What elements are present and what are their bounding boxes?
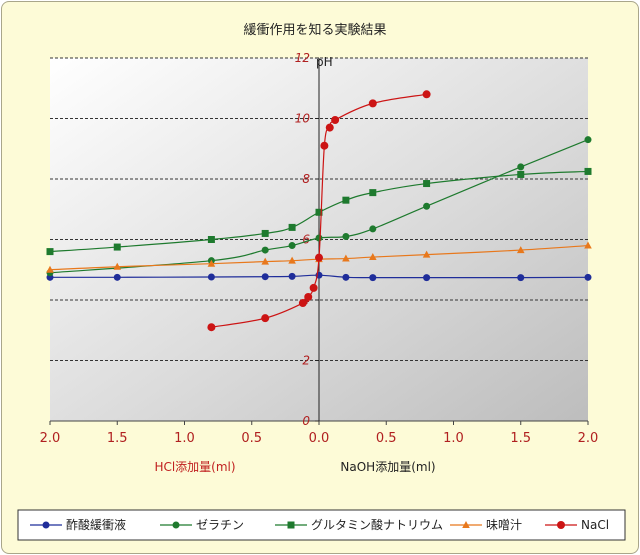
data-point <box>172 521 180 529</box>
data-point <box>320 141 329 150</box>
x-axis-label-hcl: HCl添加量(ml) <box>154 460 235 474</box>
legend-label: 酢酸緩衝液 <box>66 517 126 532</box>
series-2 <box>46 167 592 256</box>
x-tick-label: 0.5 <box>376 431 397 446</box>
legend <box>17 509 626 541</box>
data-point <box>342 254 350 262</box>
data-point <box>462 521 470 528</box>
data-point <box>309 283 318 292</box>
data-point <box>584 241 592 249</box>
y-tick-label: 8 <box>302 172 310 186</box>
data-point <box>422 250 431 258</box>
data-point <box>113 273 121 281</box>
data-point <box>517 163 525 171</box>
data-point <box>287 521 295 529</box>
data-point <box>261 246 269 254</box>
x-tick-label: 1.5 <box>510 431 531 446</box>
x-tick-label: 1.5 <box>107 431 128 446</box>
data-point <box>369 225 377 233</box>
data-point <box>423 274 431 282</box>
data-point <box>261 257 269 265</box>
data-point <box>423 202 431 210</box>
data-point <box>331 116 340 125</box>
legend-label: グルタミン酸ナトリウム <box>311 517 443 532</box>
y-tick-label: 2 <box>302 354 310 368</box>
y-tick-label: 0 <box>302 414 310 428</box>
data-point <box>422 90 431 99</box>
data-point <box>517 170 525 178</box>
legend-item: グルタミン酸ナトリウム <box>275 517 443 532</box>
data-point <box>207 259 216 267</box>
legend-item: 酢酸緩衝液 <box>30 517 126 532</box>
data-point <box>368 99 377 108</box>
legend-label: ゼラチン <box>196 518 244 532</box>
y-tick-label: 12 <box>295 51 310 65</box>
data-point <box>557 521 565 529</box>
data-point <box>261 229 269 237</box>
y-axis-label: pH <box>316 55 333 69</box>
legend-label: 味噌汁 <box>486 518 522 532</box>
data-point <box>46 265 54 273</box>
data-point <box>369 189 377 197</box>
data-point <box>261 314 270 323</box>
legend-item: NaCl <box>545 518 609 532</box>
data-point <box>584 136 592 144</box>
data-point <box>113 243 121 251</box>
y-tick-label: 6 <box>302 233 310 247</box>
x-tick-labels: 2.0 1.5 1.0 0.5 0.0 0.5 1.0 1.5 2.0 <box>40 431 599 446</box>
legend-items: 酢酸緩衝液 ゼラチン グルタミン酸ナトリウム 味噌汁 NaCl <box>30 517 609 532</box>
data-point <box>517 274 525 282</box>
data-point <box>113 262 122 270</box>
x-tick-label: 1.0 <box>443 431 464 446</box>
series-line <box>49 139 589 274</box>
chart-title: 緩衝作用を知る実験結果 <box>243 22 386 38</box>
data-point <box>584 273 592 281</box>
x-axis-label-naoh: NaOH添加量(ml) <box>340 460 435 474</box>
series-1 <box>46 136 592 277</box>
data-point <box>369 253 377 261</box>
data-point <box>288 242 296 250</box>
data-point <box>584 167 592 175</box>
data-point <box>315 253 323 262</box>
x-tick-label: 2.0 <box>578 431 599 446</box>
data-point <box>342 196 350 204</box>
data-point <box>261 273 269 281</box>
data-point <box>516 246 525 254</box>
legend-item: 味噌汁 <box>450 518 522 532</box>
x-tick-label: 0.0 <box>309 431 330 446</box>
data-point <box>207 323 216 332</box>
data-point <box>46 248 54 256</box>
x-tick-label: 0.5 <box>241 431 262 446</box>
series-group <box>46 90 592 332</box>
data-point <box>207 236 215 243</box>
data-point <box>288 272 296 280</box>
data-point <box>423 180 431 188</box>
x-tick-label: 2.0 <box>40 431 61 446</box>
data-point <box>42 521 50 529</box>
data-point <box>304 292 313 301</box>
data-point <box>315 234 323 242</box>
data-point <box>288 256 296 264</box>
data-point <box>369 274 377 282</box>
data-point <box>342 232 350 240</box>
data-point <box>342 273 350 281</box>
y-tick-label: 10 <box>295 112 311 126</box>
x-tick-label: 1.0 <box>174 431 195 446</box>
data-point <box>207 273 215 281</box>
series-4 <box>207 90 431 332</box>
data-point <box>298 299 307 308</box>
data-point <box>288 223 296 231</box>
data-point <box>325 123 334 132</box>
legend-label: NaCl <box>581 518 609 532</box>
legend-item: ゼラチン <box>160 518 244 532</box>
data-point <box>315 208 323 216</box>
